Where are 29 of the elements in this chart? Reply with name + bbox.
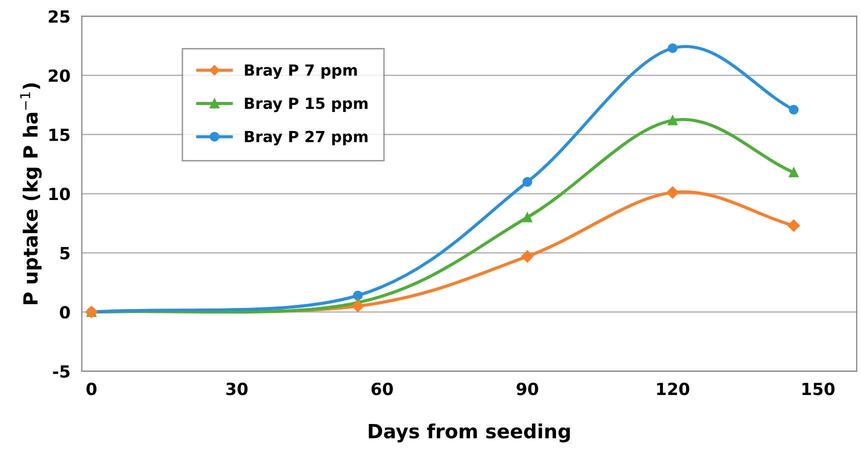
y-tick-label: 15 (49, 128, 70, 142)
point (788, 168, 799, 178)
point (788, 220, 800, 232)
x-tick-label: 60 (372, 382, 393, 396)
y-tick-label: -5 (53, 365, 70, 378)
x-tick-label: 30 (226, 382, 248, 396)
point (788, 104, 799, 115)
x-tick-label: 150 (802, 382, 835, 396)
x-tick-label: 0 (86, 382, 96, 396)
legend-label: Bray P 27 ppm (244, 130, 368, 146)
point (668, 43, 678, 54)
legend-label: Bray P 7 ppm (244, 64, 357, 79)
point (522, 177, 532, 187)
x-axis-title: Days from seeding (368, 423, 570, 442)
y-tick-label: 5 (60, 247, 70, 260)
legend-label: Bray P 15 ppm (244, 98, 368, 112)
y-axis-title: P uptake (kg P ha$^{−1}$) (20, 83, 42, 304)
point (666, 186, 679, 199)
y-tick-label: 20 (48, 69, 70, 82)
x-tick-label: 90 (516, 382, 538, 396)
point (668, 116, 678, 126)
point (352, 300, 364, 312)
y-tick-label: 0 (60, 306, 70, 319)
point (521, 250, 534, 263)
x-tick-label: 120 (657, 382, 690, 396)
point (352, 290, 363, 300)
y-tick-label: 10 (49, 188, 70, 200)
y-tick-label: 25 (48, 10, 70, 23)
point (522, 212, 532, 222)
